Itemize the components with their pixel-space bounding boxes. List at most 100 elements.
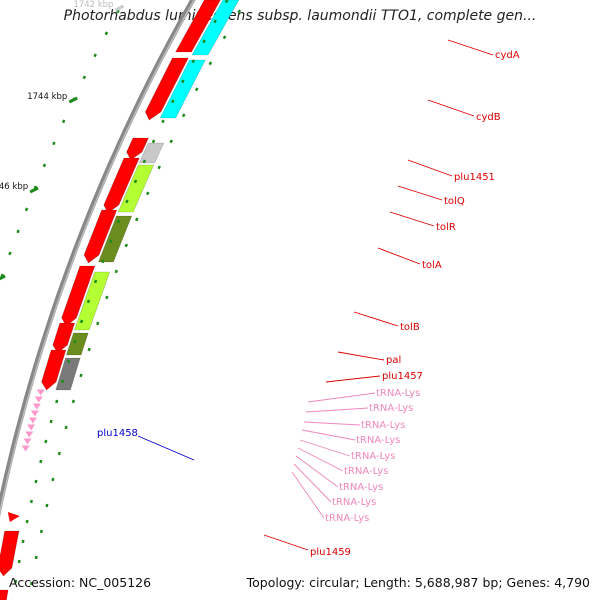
tick-mark — [29, 186, 39, 194]
gc-middle-dot — [21, 539, 25, 544]
leader-line — [447, 39, 494, 56]
gc-inner-dot — [116, 9, 120, 14]
trna-mark — [30, 410, 39, 417]
leader-line — [307, 392, 376, 403]
gc-outer-dot — [181, 113, 186, 118]
leader-line — [337, 351, 385, 361]
gc-outer-dot — [208, 61, 213, 66]
tick-label: 1744 kbp — [27, 92, 67, 102]
backbone-highlight — [0, 0, 196, 516]
leader-line — [297, 447, 344, 472]
gc-middle-dot — [73, 339, 77, 344]
trna-mark — [27, 424, 36, 431]
trna-mark — [34, 396, 43, 403]
gc-outer-dot — [87, 347, 91, 352]
gc-inner-dot — [42, 163, 47, 168]
gene-label-trna-lys: tRNA-Lys — [376, 388, 420, 399]
gc-outer-dot — [157, 165, 161, 170]
leader-line — [137, 435, 195, 461]
gene-label-tolb: tolB — [400, 322, 420, 333]
gene-label-cyda: cydA — [495, 50, 520, 61]
leader-line — [377, 247, 421, 265]
gc-outer-dot — [64, 425, 68, 430]
gc-inner-dot — [24, 207, 29, 212]
leader-line — [325, 375, 381, 383]
gc-middle-dot — [93, 279, 98, 284]
cds-plu1459 — [0, 530, 20, 577]
cds-tolB — [52, 322, 76, 354]
gc-outer-dot — [45, 503, 49, 508]
gc-middle-dot — [17, 559, 21, 564]
backbone-circle — [0, 0, 196, 517]
gc-inner-dot — [8, 251, 12, 256]
cds-tolR — [83, 209, 118, 264]
cog-tolR — [98, 215, 133, 263]
gc-middle-dot — [14, 579, 18, 584]
gc-middle-dot — [181, 79, 185, 84]
gc-outer-dot — [96, 321, 100, 326]
gc-outer-dot — [105, 295, 109, 300]
gene-label-trna-lys: tRNA-Lys — [332, 497, 376, 508]
leader-line — [407, 159, 453, 177]
trna-mark — [28, 417, 37, 424]
gc-outer-dot — [39, 529, 43, 534]
gc-middle-dot — [151, 139, 156, 144]
leader-line — [303, 421, 361, 426]
cds-tolQ — [103, 157, 140, 214]
leader-line — [389, 211, 435, 227]
gene-label-plu1459: plu1459 — [310, 547, 351, 558]
gc-outer-dot — [57, 451, 61, 456]
gc-middle-dot — [125, 199, 129, 204]
gene-label-plu1457: plu1457 — [382, 371, 423, 382]
trna-mark — [36, 389, 45, 396]
accession-label: Accession: NC_005126 — [9, 575, 152, 590]
gc-middle-dot — [34, 479, 38, 484]
topology-label: Topology: circular; Length: 5,688,987 bp… — [246, 575, 590, 590]
gc-inner-dot — [93, 53, 97, 58]
gc-middle-dot — [116, 219, 121, 224]
gc-middle-dot — [224, 0, 229, 4]
cog-tolB — [65, 332, 89, 356]
gc-outer-dot — [145, 191, 150, 196]
gene-label-plu1451: plu1451 — [454, 172, 495, 183]
gc-middle-dot — [133, 179, 138, 184]
gene-label-pal: pal — [386, 355, 401, 366]
cds-cydA-part — [175, 0, 221, 53]
gc-middle-dot — [191, 59, 196, 64]
gc-inner-dot — [52, 141, 56, 146]
gene-label-cydb: cydB — [476, 112, 501, 123]
gc-outer-dot — [169, 139, 173, 144]
gc-middle-dot — [86, 299, 91, 304]
gene-label-tolr: tolR — [436, 222, 456, 233]
gc-inner-dot — [82, 75, 87, 80]
leader-line — [305, 407, 369, 413]
gene-label-trna-lys: tRNA-Lys — [344, 466, 388, 477]
gc-middle-dot — [55, 399, 59, 404]
trna-mark — [32, 403, 41, 410]
leader-line — [293, 463, 332, 503]
gc-outer-dot — [194, 87, 199, 92]
tick-mark — [114, 4, 125, 12]
gc-outer-dot — [51, 477, 55, 482]
gene-label-trna-lys: tRNA-Lys — [351, 451, 395, 462]
gc-middle-dot — [29, 499, 33, 504]
tick-label: 1742 kbp — [73, 0, 113, 10]
gc-middle-dot — [39, 459, 43, 464]
tick-mark — [68, 96, 78, 104]
cds-plu1451 — [126, 137, 149, 161]
leader-line — [291, 471, 325, 519]
tick-label: 1746 kbp — [0, 182, 28, 192]
gc-middle-dot — [25, 519, 29, 524]
cog-plu1451 — [138, 142, 165, 164]
leader-line — [295, 455, 339, 488]
gc-middle-dot — [213, 19, 217, 24]
cds-tolA — [61, 265, 96, 327]
gc-outer-dot — [30, 581, 34, 586]
gc-inner-dot — [104, 31, 109, 36]
trna-mark — [21, 445, 30, 452]
cds-plu1459b — [0, 589, 9, 600]
gc-inner-dot — [61, 119, 66, 124]
gc-middle-dot — [170, 99, 175, 104]
gc-outer-dot — [114, 269, 119, 274]
